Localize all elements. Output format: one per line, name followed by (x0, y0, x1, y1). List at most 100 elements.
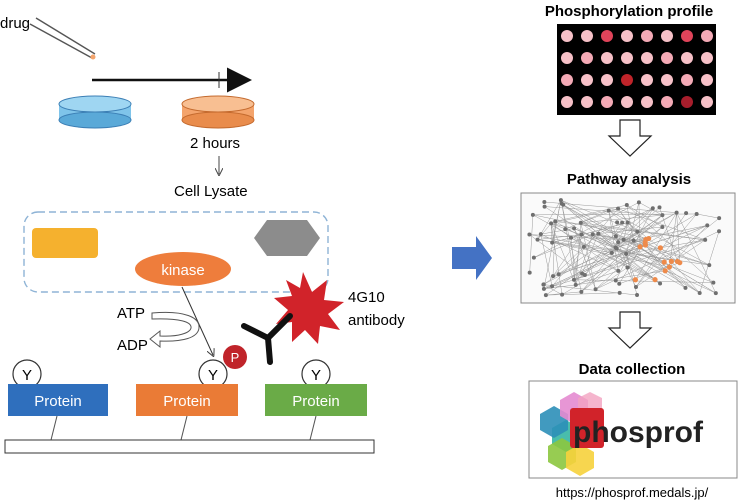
network-node (558, 198, 563, 203)
url-label: https://phosprof.medals.jp/ (556, 485, 709, 500)
network-edge (529, 234, 624, 241)
network-node (705, 223, 710, 228)
array-spot (701, 74, 713, 86)
network-edge (615, 208, 654, 281)
center-arrow (452, 236, 492, 280)
array-spot (641, 74, 653, 86)
network-edge (635, 213, 697, 288)
network-edge (545, 292, 620, 296)
network-node (543, 293, 548, 298)
network-edge (664, 261, 716, 294)
network-edge (616, 212, 677, 249)
network-node (661, 259, 667, 265)
array-spot (641, 52, 653, 64)
network-edge (543, 284, 563, 295)
network-edge (575, 234, 593, 285)
network-edge (532, 213, 697, 216)
network-node (650, 206, 655, 211)
network-node (666, 264, 673, 270)
network-edge (581, 214, 663, 292)
phospho-circle (223, 345, 247, 369)
network-node (632, 277, 639, 283)
array-spot (561, 74, 573, 86)
network-node (617, 281, 622, 286)
network-edge (699, 231, 720, 294)
network-node (549, 221, 554, 226)
array-spot (681, 30, 693, 42)
array-spot (681, 96, 693, 108)
network-node (615, 220, 620, 225)
array-spot (581, 52, 593, 64)
adp-label: ADP (117, 337, 148, 354)
network-edge (552, 222, 628, 243)
network-edge (550, 223, 553, 243)
lysate-protein-gray (254, 220, 320, 256)
network-node (616, 268, 621, 273)
down-arrow-2 (607, 311, 653, 349)
array-spot (581, 74, 593, 86)
network-edge (544, 201, 677, 213)
network-edge (592, 234, 627, 255)
network-edge (608, 210, 672, 262)
network-edge (537, 223, 552, 240)
network-edge (533, 234, 593, 258)
pathway-title: Pathway analysis (567, 171, 691, 188)
network-edge (676, 212, 717, 294)
network-edge (540, 228, 575, 235)
array-spot (661, 30, 673, 42)
network-edge (537, 239, 612, 254)
atp-adp-arrow (149, 311, 200, 349)
network-node (542, 204, 547, 209)
network-node (668, 258, 674, 264)
network-edge (598, 233, 700, 294)
network-edge (543, 284, 576, 290)
network-node (596, 231, 601, 236)
network-edge (581, 248, 617, 292)
array-spot (621, 52, 633, 64)
network-edge (580, 214, 663, 223)
network-node (578, 220, 583, 225)
network-node (683, 285, 688, 290)
network-node (590, 232, 595, 237)
network-edge (529, 234, 678, 262)
network-node (635, 293, 640, 298)
lysate-label: Cell Lysate (174, 183, 248, 200)
network-node (707, 263, 712, 268)
network-node (542, 200, 547, 205)
antibody-label-1: 4G10 (348, 289, 385, 306)
tyrosine-circle-2: Y (198, 359, 228, 389)
drug-label: drug (0, 15, 30, 32)
array-spot (641, 30, 653, 42)
network-node (621, 237, 626, 242)
down-arrow-1 (607, 119, 653, 157)
network-node (569, 235, 574, 240)
protein-label-3: Protein (292, 393, 340, 410)
network-edge (617, 208, 706, 241)
network-node (652, 277, 658, 283)
network-node (624, 202, 629, 207)
network-node (657, 205, 662, 210)
array-spot (601, 74, 613, 86)
array-spot (701, 52, 713, 64)
network-edge (561, 203, 619, 243)
network-edge (573, 247, 661, 280)
network-node (527, 232, 532, 237)
array-spot (581, 96, 593, 108)
network-edge (633, 240, 686, 289)
network-edge (623, 231, 638, 241)
network-edge (696, 213, 720, 219)
array-spot (601, 96, 613, 108)
network-edge (615, 239, 646, 248)
network-node (559, 201, 564, 206)
array-spot (701, 96, 713, 108)
network-node (527, 270, 532, 275)
network-node (550, 240, 555, 245)
network-node (580, 271, 585, 276)
network-node (560, 292, 565, 297)
network-node (717, 229, 722, 234)
logo-text: phosprof (573, 416, 704, 449)
antibody-label-2: antibody (348, 312, 405, 329)
array-spot (561, 96, 573, 108)
network-node (703, 237, 708, 242)
network-node (657, 245, 664, 251)
